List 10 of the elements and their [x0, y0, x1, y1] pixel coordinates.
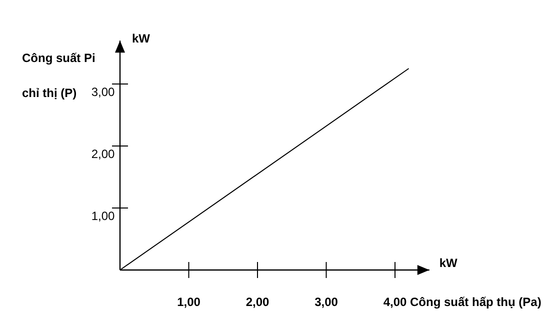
y-tick-label: 1,00	[91, 209, 115, 223]
x-tick-label: 2,00	[246, 295, 270, 309]
x-tick-label: 1,00	[177, 295, 201, 309]
y-tick-label: 2,00	[91, 147, 115, 161]
text: kW	[439, 256, 458, 270]
x-tick-label: 4,00	[383, 295, 407, 309]
x-axis-title: Công suất hấp thụ (Pa)	[410, 295, 542, 309]
y-tick-label: 3,00	[91, 85, 115, 99]
annotation: kW	[132, 32, 151, 46]
x-tick-label: 3,00	[314, 295, 338, 309]
